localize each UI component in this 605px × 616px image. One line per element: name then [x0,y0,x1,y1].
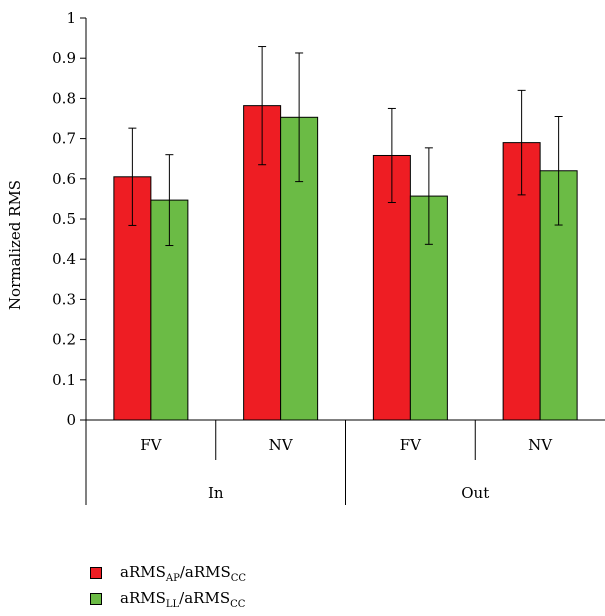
y-tick-label: 1 [66,9,76,27]
x-tick-label: NV [269,436,294,454]
legend-swatch-green [90,593,102,605]
y-tick-label: 0 [66,411,76,429]
legend-label-series-1: aRMSAP/aRMSCC [120,562,247,584]
y-tick-label: 0.8 [52,89,76,107]
legend-item-series-1: aRMSAP/aRMSCC [90,560,246,586]
legend: aRMSAP/aRMSCC aRMSLL/aRMSCC [90,560,246,612]
x-tick-label: FV [140,436,162,454]
y-tick-label: 0.5 [52,210,76,228]
labels: 0 0.1 0.2 0.3 0.4 0.5 0.6 0.7 0.8 0.9 1 FV NV FV NV In O… [52,9,553,502]
y-tick-label: 0.2 [52,331,76,349]
y-axis-title: Normalized RMS [6,180,24,310]
legend-label-series-2: aRMSLL/aRMSCC [120,588,246,610]
legend-swatch-red [90,567,102,579]
error-bars [128,46,563,247]
x-group-label: Out [461,484,489,502]
y-tick-label: 0.3 [52,290,76,308]
x-tick-label: FV [400,436,422,454]
y-tick-label: 0.4 [52,250,76,268]
bars [113,105,578,421]
y-tick-label: 0.1 [52,371,76,389]
y-tick-label: 0.7 [52,130,76,148]
bar-chart: 0 0.1 0.2 0.3 0.4 0.5 0.6 0.7 0.8 0.9 1 FV NV FV NV In O… [6,9,605,505]
legend-item-series-2: aRMSLL/aRMSCC [90,586,246,612]
y-tick-label: 0.9 [52,49,76,67]
x-group-label: In [208,484,224,502]
x-tick-label: NV [528,436,553,454]
y-tick-label: 0.6 [52,170,76,188]
